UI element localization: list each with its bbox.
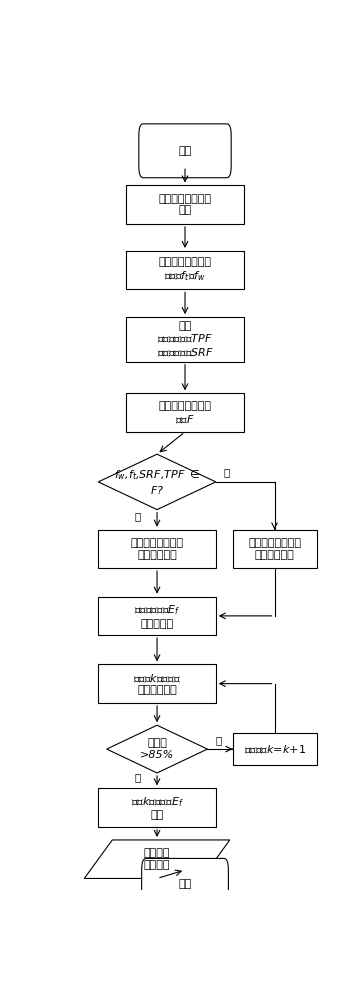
- Polygon shape: [107, 725, 208, 773]
- Text: 结束: 结束: [178, 879, 192, 889]
- Bar: [232, 733, 317, 765]
- Bar: [98, 788, 216, 827]
- Text: 贡献度
>85%: 贡献度 >85%: [140, 738, 174, 760]
- Bar: [126, 251, 244, 289]
- Text: 开始: 开始: [178, 146, 192, 156]
- Bar: [126, 317, 244, 362]
- Bar: [98, 597, 216, 635]
- Text: 输出数据
降维结果: 输出数据 降维结果: [144, 848, 170, 870]
- Text: 否: 否: [224, 468, 230, 478]
- FancyBboxPatch shape: [142, 858, 229, 909]
- Text: 保存融合矩阵$E_f$
计算协方差: 保存融合矩阵$E_f$ 计算协方差: [134, 603, 180, 629]
- Text: 输入原始信号特征
矩阵: 输入原始信号特征 矩阵: [158, 194, 212, 216]
- FancyBboxPatch shape: [139, 124, 231, 178]
- Text: 计算各小波包所在
频段$F$: 计算各小波包所在 频段$F$: [158, 401, 212, 425]
- Text: $f_w$,$f_t$,$SRF$,$TPF$ $\in$
$F$?: $f_w$,$f_t$,$SRF$,$TPF$ $\in$ $F$?: [114, 468, 200, 496]
- Text: 计算前$k$维特征向
量累计贡献度: 计算前$k$维特征向 量累计贡献度: [133, 672, 181, 695]
- Text: 计算
刀齿通过频率$TPF$
主轴旋转频率$SRF$: 计算 刀齿通过频率$TPF$ 主轴旋转频率$SRF$: [157, 321, 213, 358]
- Polygon shape: [84, 840, 230, 878]
- Text: 取所有传感信号特
征中的最大值: 取所有传感信号特 征中的最大值: [131, 538, 183, 560]
- Text: 是: 是: [134, 511, 140, 521]
- Text: 取所有传感信号特
征中的最小值: 取所有传感信号特 征中的最小值: [248, 538, 301, 560]
- Polygon shape: [98, 454, 216, 510]
- Text: 增加维数$k$=$k$+1: 增加维数$k$=$k$+1: [244, 743, 305, 755]
- Bar: [98, 530, 216, 568]
- Text: 取前$k$维数据与$E_f$
相乘: 取前$k$维数据与$E_f$ 相乘: [131, 795, 183, 820]
- Bar: [126, 185, 244, 224]
- Bar: [98, 664, 216, 703]
- Text: 测试刀具、工件固
有频率$f_t$、$f_w$: 测试刀具、工件固 有频率$f_t$、$f_w$: [158, 257, 212, 283]
- Text: 否: 否: [216, 735, 222, 745]
- Bar: [126, 393, 244, 432]
- Bar: [232, 530, 317, 568]
- Text: 是: 是: [134, 772, 140, 782]
